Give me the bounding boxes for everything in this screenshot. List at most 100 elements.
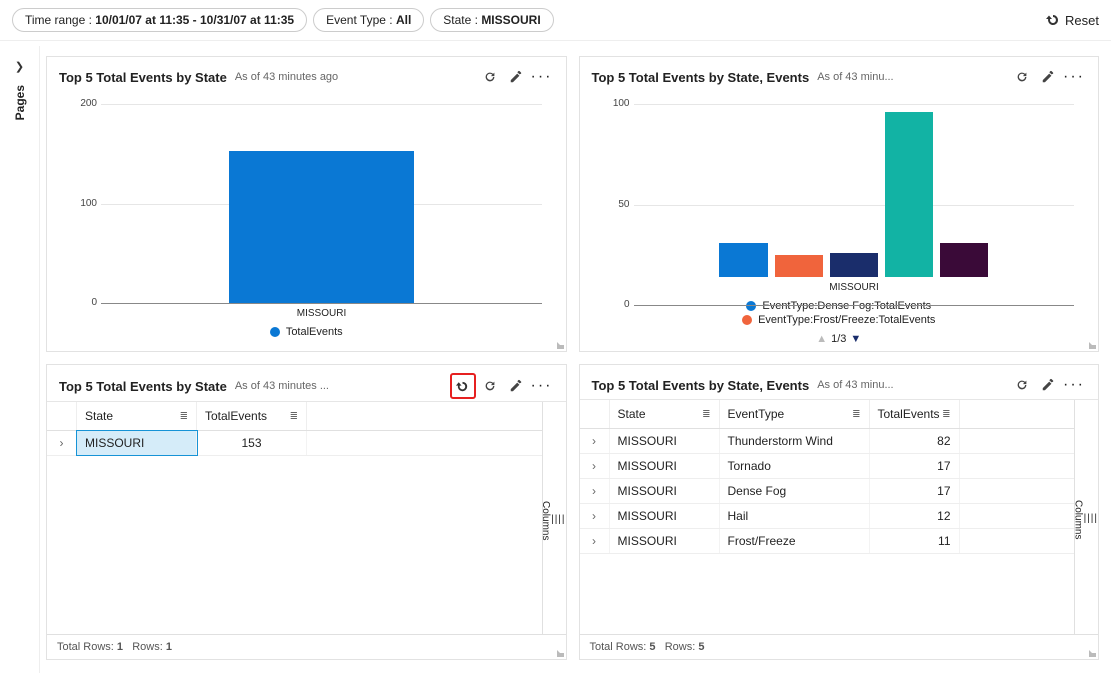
edit-icon[interactable] bbox=[504, 374, 528, 398]
edit-icon[interactable] bbox=[1036, 65, 1060, 89]
pager-prev-icon[interactable]: ▲ bbox=[816, 333, 827, 345]
y-tick-label: 100 bbox=[606, 98, 630, 109]
table-cell[interactable]: MISSOURI bbox=[610, 429, 720, 453]
reset-button[interactable]: Reset bbox=[1045, 12, 1099, 28]
table-cell[interactable]: Frost/Freeze bbox=[720, 529, 870, 553]
filter-time-range[interactable]: Time range : 10/01/07 at 11:35 - 10/31/0… bbox=[12, 8, 307, 32]
reset-icon bbox=[1045, 12, 1061, 28]
sidebar: ❯ Pages bbox=[0, 46, 40, 673]
table-cell[interactable]: 17 bbox=[870, 479, 960, 503]
card-timestamp: As of 43 minutes ... bbox=[235, 380, 329, 392]
refresh-icon[interactable] bbox=[478, 374, 502, 398]
table-cell[interactable]: MISSOURI bbox=[610, 504, 720, 528]
bar[interactable] bbox=[885, 112, 934, 277]
y-tick-label: 50 bbox=[606, 199, 630, 210]
table-row[interactable]: ›MISSOURIDense Fog17 bbox=[580, 479, 1075, 504]
table-row[interactable]: ›MISSOURITornado17 bbox=[580, 454, 1075, 479]
pager-next-icon[interactable]: ▼ bbox=[850, 333, 861, 345]
reset-label: Reset bbox=[1065, 13, 1099, 28]
refresh-icon[interactable] bbox=[478, 65, 502, 89]
expand-row-icon[interactable]: › bbox=[580, 479, 610, 503]
table-cell[interactable]: MISSOURI bbox=[610, 529, 720, 553]
table-row[interactable]: ›MISSOURIThunderstorm Wind82 bbox=[580, 429, 1075, 454]
column-menu-icon[interactable]: ≣ bbox=[180, 411, 188, 422]
legend-swatch bbox=[270, 327, 280, 337]
more-icon[interactable]: ··· bbox=[530, 65, 554, 89]
resize-handle[interactable] bbox=[554, 647, 564, 657]
table-cell[interactable]: MISSOURI bbox=[610, 454, 720, 478]
expand-row-icon[interactable]: › bbox=[47, 431, 77, 455]
bar[interactable] bbox=[775, 255, 824, 277]
refresh-icon[interactable] bbox=[1010, 65, 1034, 89]
column-header[interactable]: State ≣ bbox=[77, 402, 197, 430]
table-cell[interactable]: 153 bbox=[197, 431, 307, 455]
table-cell[interactable]: 17 bbox=[870, 454, 960, 478]
column-header[interactable]: TotalEvents≣ bbox=[197, 402, 307, 430]
legend-item[interactable]: TotalEvents bbox=[270, 326, 343, 338]
legend-swatch bbox=[742, 315, 752, 325]
bar[interactable] bbox=[229, 151, 414, 303]
legend-item[interactable]: EventType:Dense Fog:TotalEvents bbox=[746, 300, 931, 312]
resize-handle[interactable] bbox=[1086, 647, 1096, 657]
filter-value: MISSOURI bbox=[481, 13, 540, 27]
expand-row-icon[interactable]: › bbox=[580, 504, 610, 528]
columns-rail[interactable]: ||||Columns bbox=[1074, 400, 1098, 634]
column-header[interactable]: TotalEvents≣ bbox=[870, 400, 960, 428]
column-label: State bbox=[85, 409, 113, 423]
table-cell[interactable]: 82 bbox=[870, 429, 960, 453]
bar[interactable] bbox=[830, 253, 879, 277]
column-header[interactable]: State ≣ bbox=[610, 400, 720, 428]
table-body: ›MISSOURI153 bbox=[47, 431, 542, 634]
data-table: State≣EventType≣TotalEvents≣›MISSOURIThu… bbox=[580, 399, 1099, 659]
filter-state[interactable]: State : MISSOURI bbox=[430, 8, 553, 32]
table-cell[interactable]: Hail bbox=[720, 504, 870, 528]
column-menu-icon[interactable]: ≣ bbox=[852, 409, 860, 420]
expander-header bbox=[580, 400, 610, 428]
y-tick-label: 0 bbox=[606, 299, 630, 310]
filter-bar: Time range : 10/01/07 at 11:35 - 10/31/0… bbox=[0, 0, 1111, 41]
reset-query-icon[interactable] bbox=[450, 373, 476, 399]
resize-handle[interactable] bbox=[1086, 339, 1096, 349]
column-label: State bbox=[618, 407, 646, 421]
table-row[interactable]: ›MISSOURI153 bbox=[47, 431, 542, 456]
edit-icon[interactable] bbox=[1036, 373, 1060, 397]
table-cell[interactable]: 12 bbox=[870, 504, 960, 528]
more-icon[interactable]: ··· bbox=[1062, 373, 1086, 397]
more-icon[interactable]: ··· bbox=[1062, 65, 1086, 89]
resize-handle[interactable] bbox=[554, 339, 564, 349]
expand-row-icon[interactable]: › bbox=[580, 429, 610, 453]
columns-rail[interactable]: ||||Columns bbox=[542, 402, 566, 634]
columns-icon: |||| bbox=[551, 514, 565, 525]
table-cell[interactable]: MISSOURI bbox=[77, 431, 197, 455]
table-row[interactable]: ›MISSOURIFrost/Freeze11 bbox=[580, 529, 1075, 554]
column-menu-icon[interactable]: ≣ bbox=[942, 409, 950, 420]
more-icon[interactable]: ··· bbox=[530, 374, 554, 398]
sidebar-expand-icon[interactable]: ❯ bbox=[15, 60, 24, 73]
table-header-row: State≣EventType≣TotalEvents≣ bbox=[580, 400, 1075, 429]
legend-item[interactable]: EventType:Frost/Freeze:TotalEvents bbox=[742, 314, 935, 326]
filter-event-type[interactable]: Event Type : All bbox=[313, 8, 424, 32]
column-label: TotalEvents bbox=[878, 407, 940, 421]
edit-icon[interactable] bbox=[504, 65, 528, 89]
table-cell[interactable]: Tornado bbox=[720, 454, 870, 478]
column-menu-icon[interactable]: ≣ bbox=[290, 411, 298, 422]
expand-row-icon[interactable]: › bbox=[580, 454, 610, 478]
legend-label: EventType:Dense Fog:TotalEvents bbox=[762, 300, 931, 312]
table-cell[interactable]: MISSOURI bbox=[610, 479, 720, 503]
table-cell[interactable]: 11 bbox=[870, 529, 960, 553]
refresh-icon[interactable] bbox=[1010, 373, 1034, 397]
card-title: Top 5 Total Events by State, Events bbox=[592, 70, 810, 85]
legend-pager: ▲ 1/3 ▼ bbox=[594, 333, 1085, 345]
expand-row-icon[interactable]: › bbox=[580, 529, 610, 553]
table-cell[interactable]: Dense Fog bbox=[720, 479, 870, 503]
bar[interactable] bbox=[719, 243, 768, 277]
table-row[interactable]: ›MISSOURIHail12 bbox=[580, 504, 1075, 529]
card-top5-by-state-table: Top 5 Total Events by State As of 43 min… bbox=[46, 364, 567, 660]
bar[interactable] bbox=[940, 243, 989, 277]
filter-value: 10/01/07 at 11:35 - 10/31/07 at 11:35 bbox=[95, 13, 294, 27]
column-menu-icon[interactable]: ≣ bbox=[702, 409, 710, 420]
table-cell[interactable]: Thunderstorm Wind bbox=[720, 429, 870, 453]
card-timestamp: As of 43 minu... bbox=[817, 71, 893, 83]
column-header[interactable]: EventType≣ bbox=[720, 400, 870, 428]
pager-text: 1/3 bbox=[831, 333, 846, 345]
